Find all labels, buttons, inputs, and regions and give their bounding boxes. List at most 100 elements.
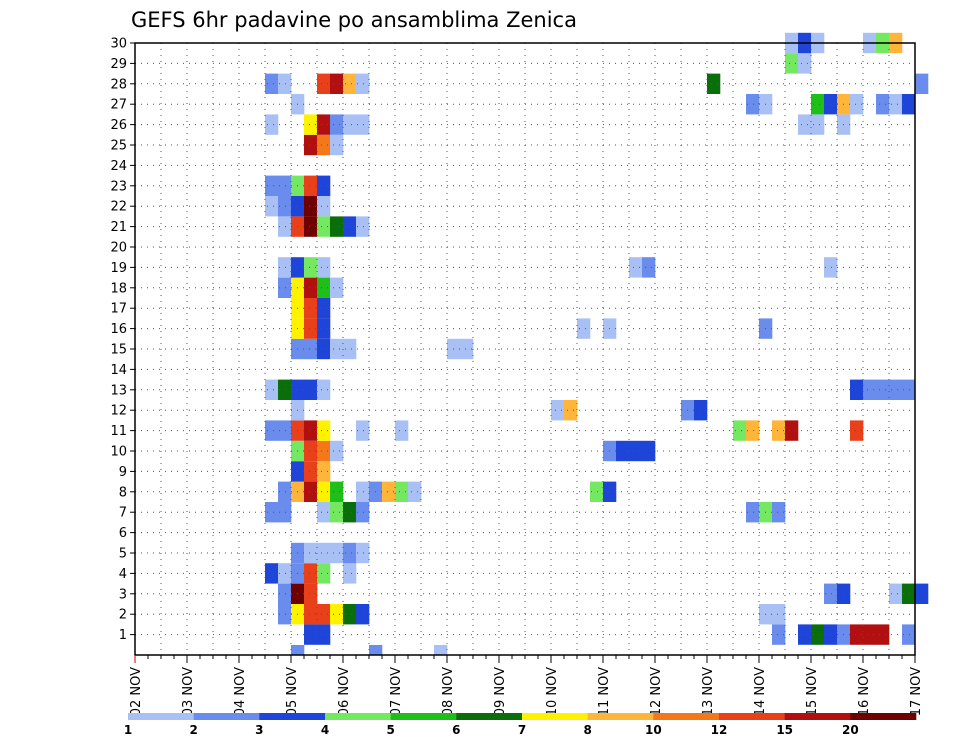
precip-cell xyxy=(317,134,331,156)
legend-swatch xyxy=(325,713,391,720)
precip-cell xyxy=(317,624,331,645)
precip-cell xyxy=(265,420,279,441)
y-tick-label: 27 xyxy=(110,98,127,113)
precip-cell xyxy=(317,440,331,462)
precip-cell xyxy=(330,114,344,135)
precip-cell xyxy=(317,420,331,441)
precip-cell xyxy=(317,379,331,400)
precip-cell xyxy=(330,440,344,462)
precip-cell xyxy=(317,318,331,339)
precip-cell xyxy=(369,645,383,655)
precip-cell xyxy=(707,73,721,94)
precip-cell xyxy=(616,440,630,462)
precip-cell xyxy=(304,298,318,319)
legend-swatch xyxy=(259,713,326,720)
precip-cell xyxy=(304,134,318,156)
precip-cell xyxy=(798,624,812,645)
legend-label: 6 xyxy=(452,723,460,737)
x-tick-label: 14 NOV xyxy=(753,667,768,716)
precip-cell xyxy=(317,216,331,237)
precip-cell xyxy=(915,73,929,94)
y-tick-label: 18 xyxy=(110,281,127,296)
precip-cell xyxy=(317,175,331,196)
precip-cell xyxy=(902,583,916,604)
y-tick-label: 14 xyxy=(110,363,127,378)
precip-cell xyxy=(434,645,448,655)
precip-cell xyxy=(746,420,760,441)
precip-cell xyxy=(278,379,292,400)
precip-cell xyxy=(317,114,331,135)
precip-cell xyxy=(629,257,643,278)
precip-cell xyxy=(889,379,903,400)
y-tick-label: 9 xyxy=(119,465,127,480)
precip-cell xyxy=(564,400,578,421)
x-tick-label: 04 NOV xyxy=(233,667,248,716)
precip-cell xyxy=(304,114,318,135)
precip-cell xyxy=(356,420,370,441)
y-tick-label: 21 xyxy=(110,220,127,235)
color-legend: 1 2 3 4 5 6 7 8 10 12 15 20 xyxy=(124,713,917,737)
precip-cell xyxy=(902,94,916,115)
precip-cell xyxy=(330,338,344,360)
precip-cell xyxy=(317,277,331,298)
y-tick-label: 13 xyxy=(110,383,127,398)
precip-cell xyxy=(889,583,903,604)
x-tick-label: 05 NOV xyxy=(285,667,300,716)
precip-cell xyxy=(304,420,318,441)
y-tick-label: 23 xyxy=(110,179,127,194)
precip-cell xyxy=(863,624,877,645)
legend-swatch xyxy=(653,713,720,720)
legend-label: 15 xyxy=(776,723,793,737)
x-tick-label: 07 NOV xyxy=(389,667,404,716)
y-tick-label: 30 xyxy=(110,37,127,52)
precip-cell xyxy=(785,53,799,74)
y-tick-label: 3 xyxy=(119,587,127,602)
precip-cell xyxy=(291,645,305,655)
legend-label: 8 xyxy=(583,723,591,737)
precip-cell xyxy=(356,542,370,564)
legend-swatch xyxy=(784,713,851,720)
precip-cell xyxy=(642,440,656,462)
precip-cell xyxy=(746,94,760,115)
y-tick-label: 29 xyxy=(110,57,127,72)
precip-cell xyxy=(395,420,409,441)
precip-cell xyxy=(811,114,825,135)
legend-label: 10 xyxy=(645,723,662,737)
precip-cell xyxy=(356,502,370,523)
precip-cell xyxy=(304,257,318,278)
precip-cell xyxy=(343,338,357,360)
precip-cell xyxy=(863,379,877,400)
precip-cell xyxy=(902,624,916,645)
x-tick-label: 13 NOV xyxy=(701,667,716,716)
precip-cell xyxy=(811,94,825,115)
y-tick-label: 11 xyxy=(110,424,127,439)
precip-cell xyxy=(395,481,409,502)
x-tick-label: 02 NOV xyxy=(129,667,144,716)
legend-label: 5 xyxy=(386,723,394,737)
precip-cell xyxy=(330,216,344,237)
y-tick-label: 22 xyxy=(110,200,127,215)
precip-cell xyxy=(265,196,279,217)
y-tick-label: 5 xyxy=(119,547,127,562)
legend-label: 7 xyxy=(518,723,526,737)
precip-cell xyxy=(278,420,292,441)
precip-cell xyxy=(278,73,292,94)
y-tick-label: 20 xyxy=(110,241,127,256)
precip-cell xyxy=(304,216,318,237)
y-tick-label: 16 xyxy=(110,322,127,337)
precip-cell xyxy=(356,73,370,94)
x-tick-label: 06 NOV xyxy=(337,667,352,716)
precip-cell xyxy=(356,604,370,625)
precip-cell xyxy=(798,114,812,135)
precip-cell xyxy=(772,604,786,625)
precip-cell xyxy=(876,624,890,645)
precip-cell xyxy=(902,379,916,400)
precip-cell xyxy=(330,277,344,298)
precip-cell xyxy=(798,53,812,74)
precip-cell xyxy=(304,461,318,482)
precip-cell xyxy=(304,542,318,564)
precip-cell xyxy=(642,257,656,278)
precip-cell xyxy=(278,277,292,298)
chart-title: GEFS 6hr padavine po ansamblima Zenica xyxy=(131,8,577,32)
